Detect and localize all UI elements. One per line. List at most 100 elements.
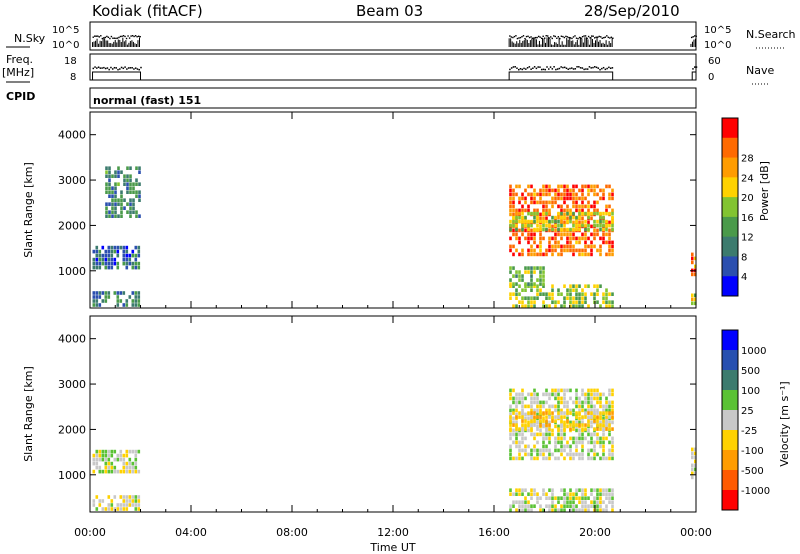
data-cell bbox=[114, 182, 117, 186]
data-cell bbox=[105, 186, 108, 190]
data-cell bbox=[530, 244, 533, 249]
power-colorbar-label: Power [dB] bbox=[758, 161, 771, 221]
nsearch-mark bbox=[118, 36, 120, 39]
data-cell bbox=[530, 504, 533, 508]
data-cell bbox=[569, 188, 572, 193]
data-cell bbox=[566, 244, 569, 249]
power-ylabel: Slant Range [km] bbox=[22, 162, 35, 258]
data-cell bbox=[557, 244, 560, 249]
data-cell bbox=[599, 456, 602, 461]
nave-mark bbox=[601, 67, 603, 70]
nsearch-mark bbox=[116, 37, 119, 39]
data-cell bbox=[98, 469, 102, 474]
data-cell bbox=[605, 288, 608, 292]
data-cell bbox=[563, 400, 566, 405]
data-cell bbox=[108, 190, 111, 194]
data-cell bbox=[135, 190, 138, 194]
data-cell bbox=[515, 270, 518, 274]
data-cell bbox=[536, 432, 539, 437]
data-cell bbox=[515, 436, 518, 441]
nsearch-mark bbox=[578, 36, 581, 39]
data-cell bbox=[521, 196, 524, 201]
nave-mark bbox=[119, 68, 121, 70]
colorbar-tick-label: 500 bbox=[741, 366, 760, 377]
data-cell bbox=[608, 392, 611, 397]
data-cell bbox=[569, 427, 572, 431]
data-cell bbox=[557, 227, 560, 232]
data-cell bbox=[608, 452, 611, 457]
colorbar-swatch bbox=[722, 430, 738, 451]
data-cell bbox=[521, 492, 524, 496]
data-cell bbox=[599, 496, 602, 500]
data-cell bbox=[569, 448, 572, 453]
data-cell bbox=[548, 408, 551, 413]
nsky-label: N.Sky bbox=[14, 32, 46, 45]
data-cell bbox=[539, 212, 542, 217]
data-cell bbox=[542, 456, 545, 461]
colorbar-tick-label: 24 bbox=[741, 173, 754, 184]
nave-mark bbox=[140, 66, 142, 69]
data-cell bbox=[530, 456, 533, 461]
data-cell bbox=[530, 423, 533, 427]
data-cell bbox=[694, 451, 697, 456]
data-cell bbox=[95, 453, 99, 458]
data-cell bbox=[533, 215, 536, 220]
data-cell bbox=[122, 253, 126, 258]
data-cell bbox=[584, 184, 587, 189]
data-cell bbox=[105, 210, 108, 214]
nsearch-mark bbox=[127, 35, 129, 37]
data-cell bbox=[584, 284, 587, 288]
data-cell bbox=[105, 190, 108, 194]
date-label: 28/Sep/2010 bbox=[584, 2, 680, 20]
data-cell bbox=[563, 232, 566, 237]
data-cell bbox=[554, 504, 557, 508]
data-cell bbox=[551, 432, 554, 437]
nave-mark bbox=[553, 66, 555, 68]
data-cell bbox=[611, 492, 614, 496]
data-cell bbox=[539, 252, 542, 257]
data-cell bbox=[587, 448, 590, 453]
nsearch-mark bbox=[562, 35, 564, 38]
data-cell bbox=[101, 449, 105, 454]
data-cell bbox=[569, 504, 572, 508]
data-cell bbox=[129, 174, 132, 178]
data-cell bbox=[512, 282, 515, 286]
data-cell bbox=[596, 192, 599, 197]
data-cell bbox=[557, 396, 560, 401]
data-cell bbox=[126, 182, 129, 186]
data-cell bbox=[542, 416, 545, 421]
data-cell bbox=[524, 427, 527, 431]
data-cell bbox=[608, 248, 611, 253]
data-cell bbox=[572, 456, 575, 461]
data-cell bbox=[120, 198, 123, 202]
data-cell bbox=[611, 408, 614, 413]
nave-mark bbox=[521, 68, 524, 71]
data-cell bbox=[602, 423, 605, 427]
data-cell bbox=[578, 416, 581, 421]
data-cell bbox=[527, 184, 530, 189]
data-cell bbox=[557, 215, 560, 220]
data-cell bbox=[512, 188, 515, 193]
data-cell bbox=[530, 427, 533, 431]
data-cell bbox=[107, 457, 111, 462]
data-cell bbox=[524, 304, 527, 308]
data-cell bbox=[572, 427, 575, 431]
data-cell bbox=[566, 208, 569, 213]
data-cell bbox=[551, 219, 554, 224]
data-cell bbox=[599, 227, 602, 232]
y-tick-label: 3000 bbox=[58, 378, 86, 391]
data-cell bbox=[587, 456, 590, 461]
data-cell bbox=[122, 261, 126, 266]
data-cell bbox=[107, 253, 111, 258]
data-cell bbox=[131, 299, 135, 303]
data-cell bbox=[521, 288, 524, 292]
data-cell bbox=[542, 223, 545, 228]
data-cell bbox=[95, 457, 99, 462]
data-cell bbox=[542, 200, 545, 205]
data-cell bbox=[581, 492, 584, 496]
data-cell bbox=[125, 261, 129, 266]
data-cell bbox=[116, 299, 120, 303]
data-cell bbox=[515, 236, 518, 241]
data-cell bbox=[108, 174, 111, 178]
